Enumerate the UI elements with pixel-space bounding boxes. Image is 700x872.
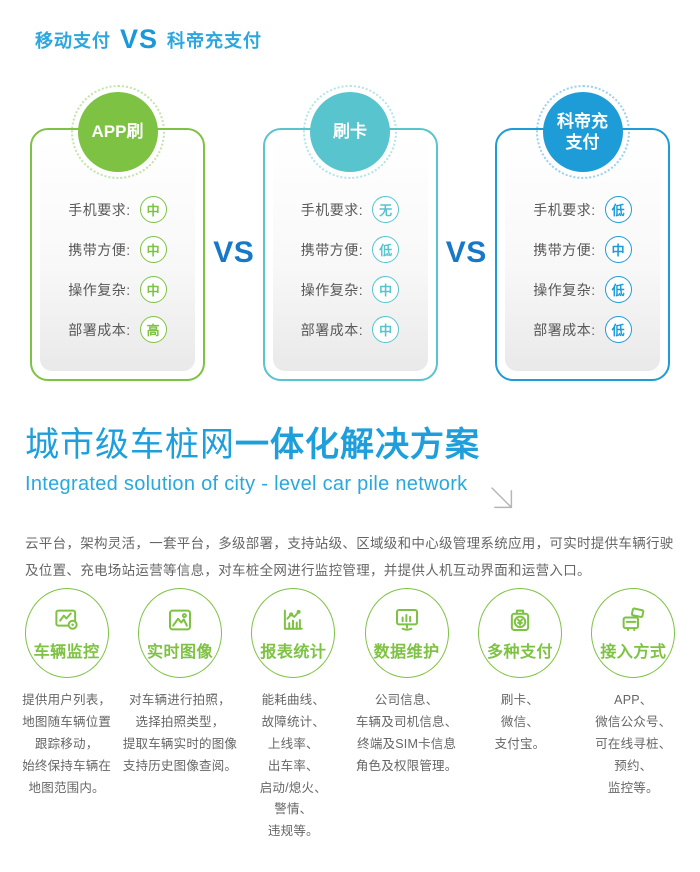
section-description: 云平台，架构灵活，一套平台，多级部署，支持站级、区域级和中心级管理系统应用，可实… (25, 535, 674, 579)
card-badge-label: 刷卡 (333, 122, 367, 142)
feature-vehicle-monitoring: 车辆监控 提供用户列表， 地图随车辆位置 跟踪移动， 始终保持车辆在 地图范围内… (10, 588, 123, 843)
row-label: 手机要求: (68, 201, 131, 218)
feature-label: 报表统计 (260, 643, 327, 661)
header-left-label: 移动支付 (35, 30, 111, 51)
page-header: 移动支付 VS 科帝充支付 (35, 26, 262, 53)
data-maintenance-icon (395, 608, 418, 631)
comparison-row: 手机要求: 无 (273, 196, 428, 223)
feature-circle: 报表统计 (251, 588, 336, 678)
feature-report-statistics: 报表统计 能耗曲线、 故障统计、 上线率、 出车率、 启动/熄火、 警情、 违规… (237, 588, 350, 843)
rating-badge: 中 (139, 276, 167, 303)
row-label: 携带方便: (533, 241, 596, 258)
access-method-icon (622, 607, 645, 631)
feature-description: 公司信息、 车辆及司机信息、 终端及SIM卡信息 角色及权限管理。 (355, 693, 458, 773)
comparison-row: 部署成本: 低 (505, 316, 660, 343)
row-label: 携带方便: (300, 241, 364, 258)
card-badge-label: APP刷 (91, 122, 144, 142)
vehicle-monitoring-icon (55, 609, 78, 630)
comparison-row: 部署成本: 中 (273, 316, 428, 343)
row-label: 部署成本: (68, 321, 131, 338)
row-label: 部署成本: (300, 321, 364, 338)
rating-badge: 低 (604, 316, 632, 343)
rating-badge: 中 (604, 236, 632, 263)
feature-circle: 实时图像 (137, 588, 222, 678)
rating-badge: 低 (604, 196, 632, 223)
card-badge-swipe: 刷卡 (303, 85, 397, 179)
feature-realtime-image: 实时图像 对车辆进行拍照， 选择拍照类型， 提取车辆实时的图像 支持历史图像查阅… (122, 588, 238, 843)
feature-description: 对车辆进行拍照， 选择拍照类型， 提取车辆实时的图像 支持历史图像查阅。 (122, 693, 238, 773)
payment-card-kedichong: 科帝充 支付 手机要求: 低 携带方便: 中 操作复杂: 低 部署成本: 低 (495, 85, 670, 381)
comparison-row: 携带方便: 中 (40, 236, 195, 263)
card-badge-app: APP刷 (70, 85, 165, 179)
header-right-label: 科帝充支付 (167, 30, 263, 51)
comparison-row: 手机要求: 中 (40, 196, 195, 223)
feature-description: 提供用户列表， 地图随车辆位置 跟踪移动， 始终保持车辆在 地图范围内。 (22, 693, 112, 795)
header-vs-label: VS (120, 24, 159, 54)
vs-separator: VS (445, 236, 487, 269)
feature-circle: 数据维护 (364, 588, 449, 678)
feature-circle: 接入方式 (591, 588, 676, 678)
rating-badge: 中 (139, 196, 167, 223)
rating-badge: 中 (139, 236, 167, 263)
payment-card-swipe: 刷卡 手机要求: 无 携带方便: 低 操作复杂: 中 部署成本: 中 (262, 85, 438, 381)
feature-label: 数据维护 (373, 643, 440, 661)
feature-label: 接入方式 (600, 643, 667, 661)
row-label: 部署成本: (533, 321, 596, 338)
comparison-row: 操作复杂: 中 (273, 276, 428, 303)
vs-separator: VS (213, 236, 255, 269)
feature-description: APP、 微信公众号、 可在线寻桩、 预约、 监控等。 (595, 693, 672, 795)
report-statistics-icon (284, 609, 304, 630)
row-label: 携带方便: (68, 241, 131, 258)
comparison-row: 操作复杂: 中 (40, 276, 195, 303)
card-badge-label: 科帝充 支付 (557, 111, 608, 152)
section-title-bold: 一体化解决方案 (235, 426, 480, 464)
rating-badge: 低 (604, 276, 632, 303)
card-badge-kedichong: 科帝充 支付 (535, 85, 630, 179)
section-subtitle: Integrated solution of city - level car … (25, 472, 468, 495)
diagonal-down-right-arrow-icon (491, 486, 513, 508)
comparison-row: 部署成本: 高 (40, 316, 195, 343)
section-subtitle-row: Integrated solution of city - level car … (25, 473, 680, 510)
rating-badge: 中 (372, 276, 400, 303)
rating-badge: 高 (139, 316, 167, 343)
section-title: 城市级车桩网一体化解决方案 (25, 424, 680, 467)
comparison-row: 手机要求: 低 (505, 196, 660, 223)
row-label: 手机要求: (300, 201, 364, 218)
feature-label: 车辆监控 (33, 643, 100, 661)
feature-description: 能耗曲线、 故障统计、 上线率、 出车率、 启动/熄火、 警情、 违规等。 (259, 693, 327, 839)
feature-access-method: 接入方式 APP、 微信公众号、 可在线寻桩、 预约、 监控等。 (577, 588, 690, 843)
rating-badge: 中 (372, 316, 400, 343)
comparison-row: 携带方便: 低 (273, 236, 428, 263)
feature-multi-payment: 多种支付 刷卡、 微信、 支付宝。 (463, 588, 576, 843)
section-title-regular: 城市级车桩网 (25, 426, 235, 464)
realtime-image-icon (168, 609, 191, 630)
multi-payment-icon (510, 609, 530, 631)
comparison-row: 操作复杂: 低 (505, 276, 660, 303)
feature-circle: 多种支付 (477, 588, 562, 678)
comparison-row: 携带方便: 中 (505, 236, 660, 263)
row-label: 操作复杂: (68, 281, 131, 298)
feature-label: 多种支付 (486, 643, 553, 661)
payment-comparison-section: APP刷 手机要求: 中 携带方便: 中 操作复杂: 中 部署成本: 高 (30, 85, 670, 381)
feature-data-maintenance: 数据维护 公司信息、 车辆及司机信息、 终端及SIM卡信息 角色及权限管理。 (350, 588, 463, 843)
feature-label: 实时图像 (146, 643, 213, 661)
row-label: 操作复杂: (300, 281, 364, 298)
feature-list: 车辆监控 提供用户列表， 地图随车辆位置 跟踪移动， 始终保持车辆在 地图范围内… (10, 588, 690, 843)
row-label: 手机要求: (533, 201, 596, 218)
row-label: 操作复杂: (533, 281, 596, 298)
solution-section: 城市级车桩网一体化解决方案 Integrated solution of cit… (25, 424, 680, 585)
rating-badge: 无 (372, 196, 400, 223)
feature-description: 刷卡、 微信、 支付宝。 (494, 693, 546, 751)
rating-badge: 低 (372, 236, 400, 263)
payment-card-app: APP刷 手机要求: 中 携带方便: 中 操作复杂: 中 部署成本: 高 (30, 85, 205, 381)
feature-circle: 车辆监控 (24, 588, 109, 678)
